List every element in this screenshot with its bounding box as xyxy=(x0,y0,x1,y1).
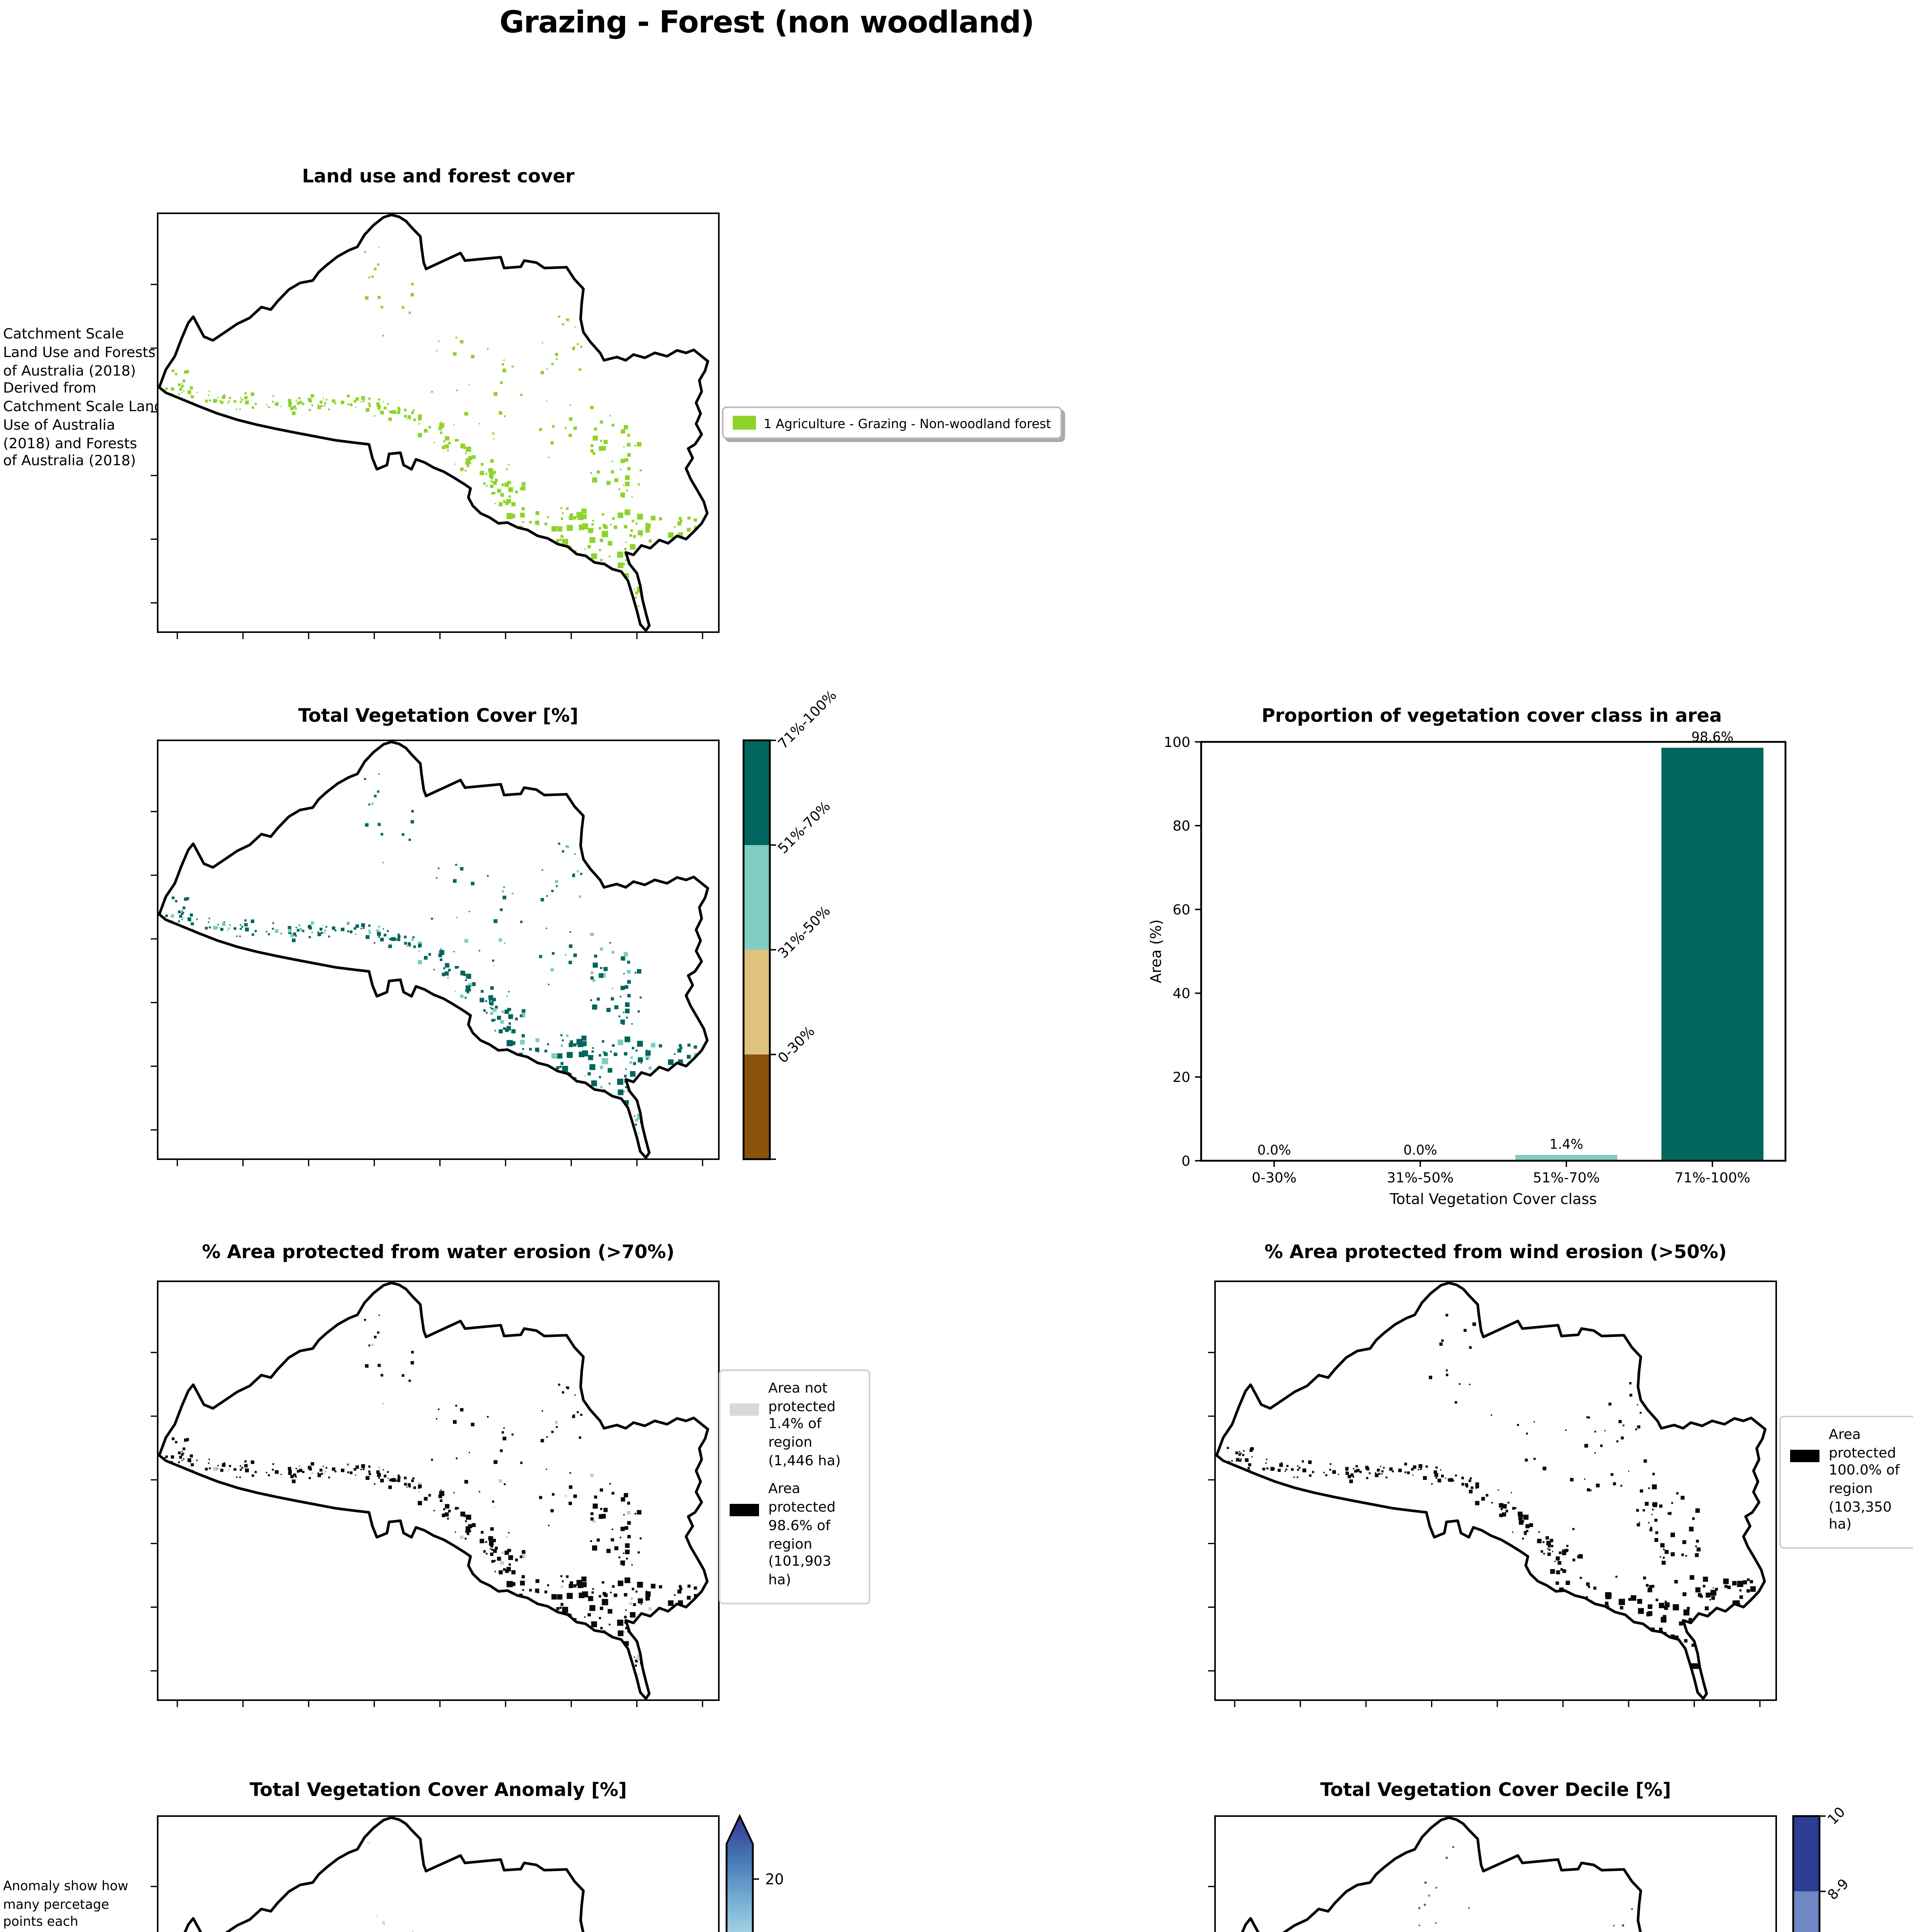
y-tick-label: 20 xyxy=(1173,1070,1190,1085)
y-tick-label: 60 xyxy=(1173,902,1190,918)
colorbar-label: 51%-70% xyxy=(775,798,833,857)
legend-item: Area not protected 1.4% of region (1,446… xyxy=(730,1382,859,1472)
page-title: Grazing - Forest (non woodland) xyxy=(499,5,1035,40)
colorbar-label: 31%-50% xyxy=(775,903,833,961)
x-tick-label: 31%-50% xyxy=(1387,1170,1453,1186)
legend-label: Area protected 100.0% of region (103,350… xyxy=(1829,1428,1900,1534)
bar-value-label: 0.0% xyxy=(1257,1143,1291,1158)
colorbar-tick-label: 20 xyxy=(765,1871,784,1888)
x-tick-label: 0-30% xyxy=(1252,1170,1297,1186)
bar-value-label: 1.4% xyxy=(1549,1137,1583,1152)
anomaly-note: Anomaly show how many percetage points e… xyxy=(3,1878,128,1932)
water-erosion-title: % Area protected from water erosion (>70… xyxy=(202,1241,675,1263)
decile-map xyxy=(1208,1815,1777,1932)
protected-swatch xyxy=(730,1504,759,1517)
land-use-map xyxy=(151,213,720,639)
colorbar-label: 8-9 xyxy=(1824,1876,1852,1903)
veg-cover-title: Total Vegetation Cover [%] xyxy=(298,705,579,726)
colorbar-label: 71%-100% xyxy=(775,687,840,752)
land-use-title: Land use and forest cover xyxy=(302,165,575,187)
legend-label: Area not protected 1.4% of region (1,446… xyxy=(768,1382,841,1469)
x-tick-label: 51%-70% xyxy=(1533,1170,1600,1186)
colorbar-label: 0-30% xyxy=(775,1023,818,1066)
legend-label: Area protected 98.6% of region (101,903 … xyxy=(768,1483,836,1589)
wind-erosion-title: % Area protected from wind erosion (>50%… xyxy=(1264,1241,1727,1263)
anomaly-map xyxy=(151,1815,720,1932)
x-tick-label: 71%-100% xyxy=(1675,1170,1750,1186)
legend-item: Area protected 100.0% of region (103,350… xyxy=(1790,1428,1911,1537)
y-tick-label: 80 xyxy=(1173,818,1190,834)
y-tick-label: 0 xyxy=(1181,1153,1190,1169)
y-tick-label: 40 xyxy=(1173,986,1190,1002)
decile-title: Total Vegetation Cover Decile [%] xyxy=(1320,1779,1671,1801)
decile-colorbar: 108-94-72-31 xyxy=(1792,1804,1852,1932)
land-use-legend: 1 Agriculture - Grazing - Non-woodland f… xyxy=(722,406,1062,439)
y-axis-label: Area (%) xyxy=(1147,919,1164,983)
water-erosion-legend: Area not protected 1.4% of region (1,446… xyxy=(719,1369,870,1604)
legend-item: Area protected 98.6% of region (101,903 … xyxy=(730,1483,859,1592)
land-use-side-note: Catchment Scale Land Use and Forests of … xyxy=(3,326,163,471)
land-use-legend-swatch xyxy=(733,416,756,430)
land-use-legend-label: 1 Agriculture - Grazing - Non-woodland f… xyxy=(764,415,1051,430)
veg-cover-colorbar: 71%-100% 51%-70% 31%-50% 0-30% xyxy=(742,687,840,1160)
wind-erosion-legend: Area protected 100.0% of region (103,350… xyxy=(1779,1416,1913,1549)
bar-chart-title: Proportion of vegetation cover class in … xyxy=(1261,705,1722,726)
x-axis-label: Total Vegetation Cover class xyxy=(1389,1190,1597,1208)
not-protected-swatch xyxy=(730,1403,759,1416)
colorbar-label: 10 xyxy=(1824,1804,1848,1828)
veg-cover-map xyxy=(151,740,720,1166)
wind-erosion-map xyxy=(1208,1281,1777,1707)
anomaly-colorbar: 20100−10−20 xyxy=(725,1814,784,1932)
y-tick-label: 100 xyxy=(1164,735,1190,750)
protected-swatch xyxy=(1790,1450,1819,1462)
water-erosion-map xyxy=(151,1281,720,1707)
anomaly-title: Total Vegetation Cover Anomaly [%] xyxy=(250,1779,627,1801)
bar-value-label: 0.0% xyxy=(1403,1143,1437,1158)
bar-chart: 0 20 40 60 80 100 Area (%) 0.0% 0-30% 0.0% 31%-50%… xyxy=(1147,730,1787,1208)
